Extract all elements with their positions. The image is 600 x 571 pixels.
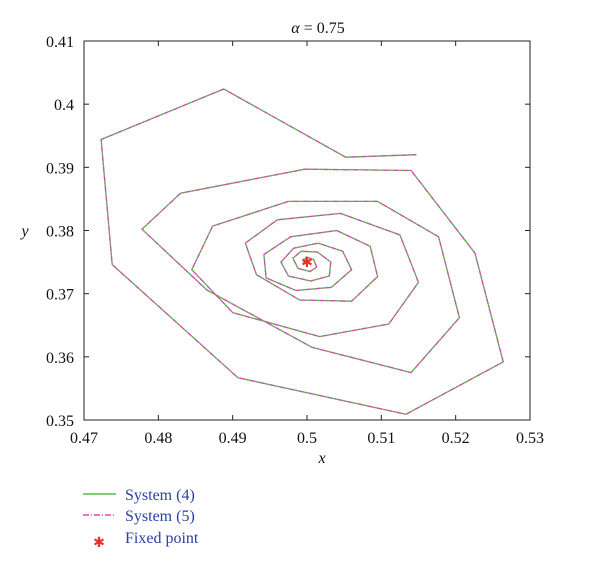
legend: System (4) System (5) ✱ Fixed point (83, 487, 199, 551)
title-value: = 0.75 (300, 20, 345, 37)
chart-title: α = 0.75 (291, 20, 344, 37)
y-tick-label: 0.4 (54, 97, 74, 114)
x-tick-label: 0.51 (367, 430, 395, 447)
y-tick-label: 0.38 (46, 224, 74, 241)
x-axis-label: x (317, 450, 325, 467)
legend-label-fixed-point: Fixed point (125, 530, 199, 547)
x-tick-label: 0.48 (144, 430, 172, 447)
x-tick-label: 0.49 (219, 430, 247, 447)
legend-label-system-4: System (4) (125, 487, 195, 504)
legend-marker-fixed-point: ✱ (93, 535, 105, 551)
fixed-point-marker: ✱ (301, 255, 313, 271)
x-tick-label: 0.52 (442, 430, 470, 447)
x-tick-label: 0.5 (297, 430, 317, 447)
series-line-system-5 (100, 88, 504, 415)
y-tick-label: 0.37 (46, 287, 74, 304)
title-alpha-symbol: α (291, 20, 300, 37)
x-tick-label: 0.53 (516, 430, 544, 447)
y-axis-label: y (19, 223, 29, 240)
x-tick-label: 0.47 (70, 430, 98, 447)
plot-area: 0.47 0.48 0.49 0.5 0.51 0.52 0.53 0.35 0.36 0.37 0… (46, 34, 544, 447)
y-tick-label: 0.35 (46, 413, 74, 430)
plot-frame (83, 40, 531, 421)
y-tick-label: 0.41 (46, 34, 74, 51)
y-tick-label: 0.39 (46, 160, 74, 177)
y-tick-label: 0.36 (46, 350, 74, 367)
legend-label-system-5: System (5) (125, 508, 195, 525)
